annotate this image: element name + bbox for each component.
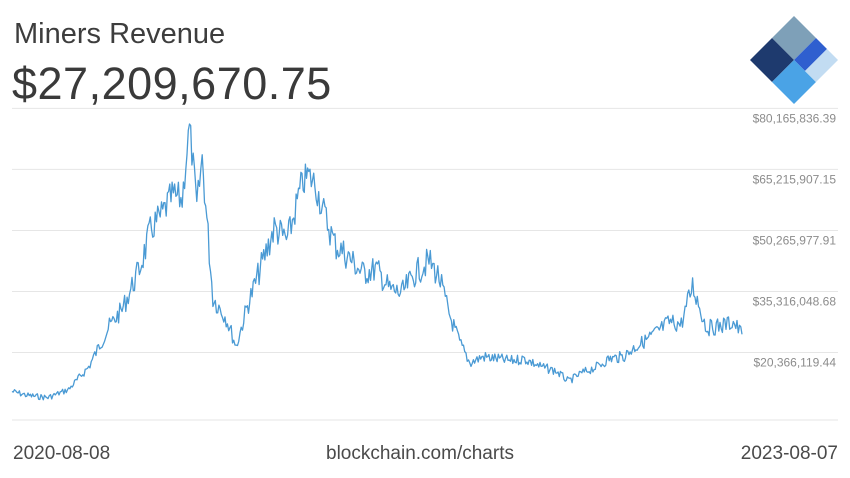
y-tick-label: $80,165,836.39 (753, 111, 837, 125)
logo-tile-right (805, 49, 838, 82)
source-link[interactable]: blockchain.com/charts (326, 443, 514, 464)
chart-grid (12, 107, 838, 421)
current-value: $27,209,670.75 (12, 58, 332, 109)
y-tick-label: $50,265,977.91 (753, 233, 837, 247)
chart-title: Miners Revenue (14, 18, 226, 50)
y-tick-label: $65,215,907.15 (753, 172, 837, 186)
miners-revenue-series-line (11, 123, 743, 401)
end-date-label: 2023-08-07 (740, 443, 838, 464)
start-date-label: 2020-08-08 (13, 443, 111, 464)
y-tick-label: $20,366,119.44 (753, 356, 836, 370)
y-axis-ticks: $20,366,119.44 $35,316,048.68 $50,265,977.… (753, 111, 837, 369)
blockchain-logo-icon (750, 16, 838, 104)
logo-tile-mid (794, 38, 827, 71)
y-tick-label: $35,316,048.68 (753, 294, 837, 308)
